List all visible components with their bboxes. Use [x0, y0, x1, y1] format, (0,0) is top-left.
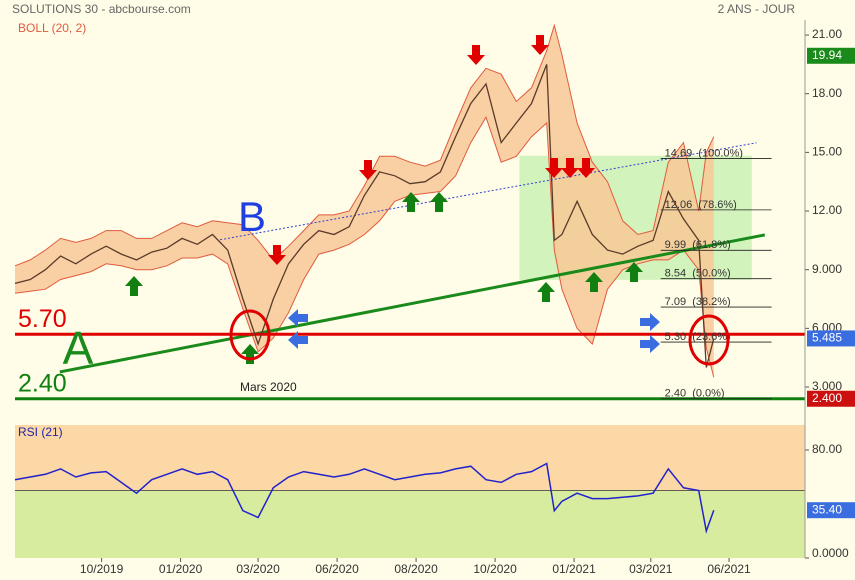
signal-arrow [545, 158, 563, 178]
rsi-tag-label: 35.40 [812, 502, 842, 516]
signal-arrow [125, 276, 143, 296]
chart-subtitle: 2 ANS - JOUR [718, 2, 796, 16]
y-tick-label: 21.00 [812, 27, 842, 41]
rsi-above [15, 425, 805, 491]
x-tick-label: 10/2019 [80, 562, 124, 576]
indicator-label: BOLL (20, 2) [18, 21, 86, 35]
price-tag-label: 5.485 [812, 331, 842, 345]
signal-arrow [640, 335, 660, 353]
highlight-circle [688, 314, 730, 366]
bollinger-lower [14, 116, 715, 378]
fib-label: 5.30 (23.6%) [665, 331, 731, 343]
signal-arrow [430, 192, 448, 212]
annotation: Mars 2020 [240, 380, 297, 394]
signal-arrow [625, 262, 643, 282]
x-tick-label: 10/2020 [473, 562, 517, 576]
price-tag [807, 330, 855, 347]
fib-label: 9.99 (61.8%) [665, 239, 731, 251]
rsi-tag [807, 502, 855, 519]
trendline [220, 142, 757, 241]
trendline [59, 233, 766, 374]
signal-arrow [288, 331, 308, 349]
x-tick-label: 06/2021 [707, 562, 751, 576]
rsi-line [14, 462, 715, 534]
signal-arrow [531, 35, 549, 55]
signal-arrow [640, 313, 660, 331]
chart-title: SOLUTIONS 30 - abcbourse.com [12, 2, 191, 16]
fib-label: 14.69 (100.0%) [665, 147, 743, 159]
signal-arrow [268, 245, 286, 265]
signal-arrow [288, 309, 308, 327]
y-tick-label: 9.000 [812, 262, 842, 276]
signal-arrow [241, 344, 259, 364]
fib-label: 12.06 (78.6%) [665, 199, 737, 211]
annotation: B [238, 193, 266, 240]
signal-arrow [359, 160, 377, 180]
x-tick-label: 03/2021 [629, 562, 673, 576]
level-label: 2.40 [18, 369, 67, 397]
fib-label: 2.40 (0.0%) [665, 388, 725, 400]
fib-label: 7.09 (38.2%) [665, 296, 731, 308]
price-tag-label: 19.94 [812, 48, 842, 62]
signal-arrow [561, 158, 579, 178]
signal-arrow [537, 282, 555, 302]
y-tick-label: 15.00 [812, 145, 842, 159]
level-label: 5.70 [18, 305, 67, 333]
price-tag [807, 47, 855, 64]
x-tick-label: 01/2021 [552, 562, 596, 576]
annotation: A [63, 322, 94, 374]
bollinger-fill [15, 25, 714, 378]
y-tick-label: 12.00 [812, 203, 842, 217]
signal-arrow [577, 158, 595, 178]
y-tick-label: 3.000 [812, 379, 842, 393]
x-tick-label: 06/2020 [315, 562, 359, 576]
bollinger-upper [14, 23, 715, 267]
price-line [14, 64, 715, 368]
rsi-below [15, 490, 805, 558]
price-tag-label: 2.400 [812, 391, 842, 405]
highlight-circle [229, 309, 271, 361]
x-tick-label: 03/2020 [236, 562, 280, 576]
rsi-title: RSI (21) [18, 425, 63, 439]
signal-arrow [585, 272, 603, 292]
x-tick-label: 08/2020 [394, 562, 438, 576]
price-tag [807, 390, 855, 407]
y-tick-label: 80.00 [812, 442, 842, 456]
y-tick-label: 18.00 [812, 86, 842, 100]
signal-arrow [402, 192, 420, 212]
x-tick-label: 01/2020 [159, 562, 203, 576]
signal-arrow [467, 45, 485, 65]
y-tick-label: 0.0000 [812, 546, 849, 560]
fib-label: 8.54 (50.0%) [665, 268, 731, 280]
